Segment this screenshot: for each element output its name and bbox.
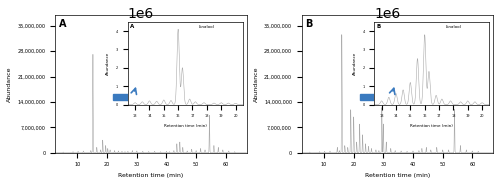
Text: B: B <box>306 19 313 29</box>
Y-axis label: Abundance: Abundance <box>7 66 12 102</box>
X-axis label: Retention time (min): Retention time (min) <box>365 173 430 178</box>
Y-axis label: Abundance: Abundance <box>254 66 258 102</box>
FancyBboxPatch shape <box>360 94 392 100</box>
FancyBboxPatch shape <box>113 94 134 100</box>
Text: A: A <box>59 19 66 29</box>
X-axis label: Retention time (min): Retention time (min) <box>118 173 184 178</box>
